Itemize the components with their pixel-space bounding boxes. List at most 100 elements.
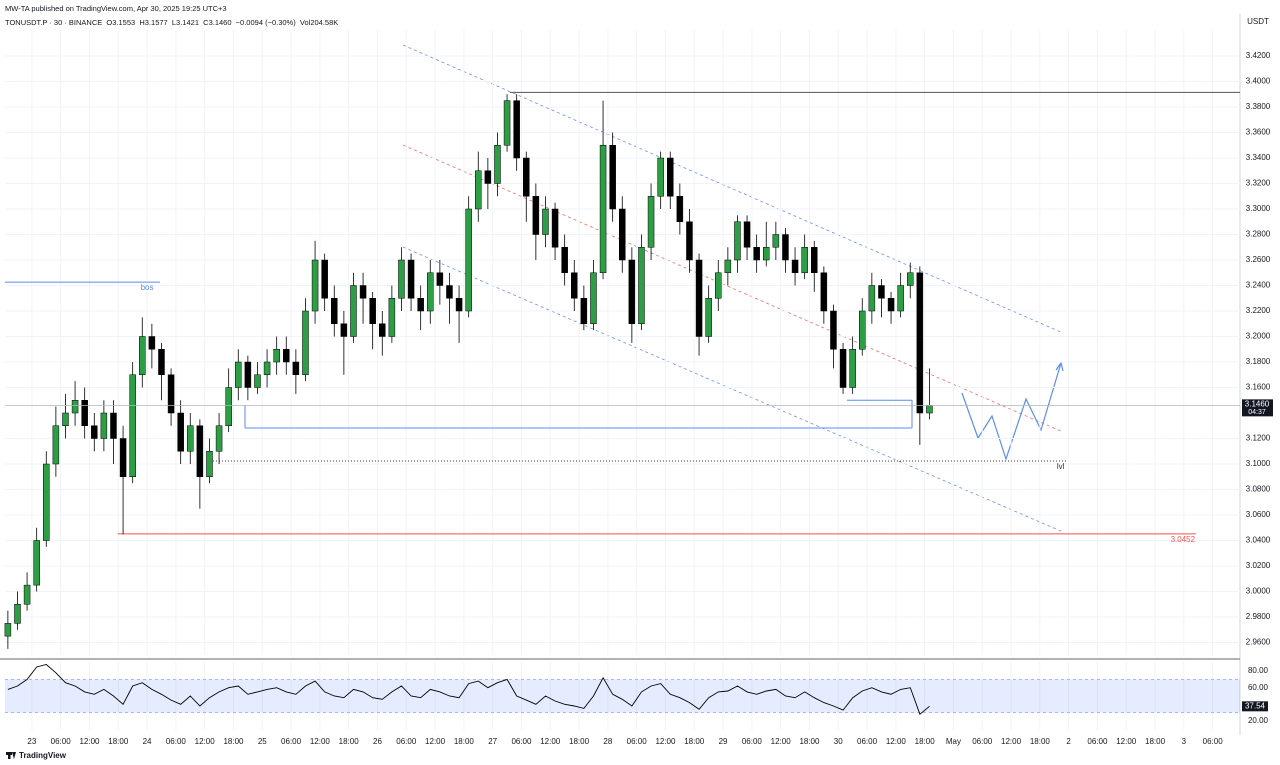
x-tick-label: 18:00 [339,737,360,746]
y-tick-label: 2.9600 [1246,638,1271,647]
x-tick-label: 29 [719,737,728,746]
x-tick-label: 06:00 [1087,737,1108,746]
y-tick-label: 3.1800 [1246,357,1271,366]
y-tick-label: 3.0600 [1246,510,1271,519]
y-tick-label: 3.4200 [1246,51,1271,60]
channel-upper [402,44,1064,334]
candle-body [782,234,789,261]
candle-body [311,259,319,312]
currency: USDT [1247,17,1269,26]
x-tick-label: 12:00 [886,737,907,746]
y-tick-label: 3.0200 [1246,561,1271,570]
candle-body [369,298,376,325]
y-tick-label: 3.2200 [1246,306,1271,315]
candle-body [244,361,252,388]
y-tick-label: 80.00 [1248,666,1269,675]
candle-body [455,298,463,312]
candle-body [273,349,280,363]
x-tick-label: 12:00 [655,737,676,746]
x-tick-label: 12:00 [425,737,446,746]
candle-body [129,374,136,478]
candle-body [359,285,367,299]
candle-body [283,349,290,363]
y-tick-label: 3.0400 [1246,536,1271,545]
x-tick-label: 28 [603,737,612,746]
candle-body [302,310,309,376]
y-tick-label: 3.2600 [1246,255,1271,264]
y-tick-label: 3.1000 [1246,459,1271,468]
y-tick-label: 3.0800 [1246,485,1271,494]
candle-body [743,221,751,248]
x-tick-label: 18:00 [454,737,475,746]
candle-body [33,540,40,586]
last-price-label: 3.1460 [1245,399,1270,408]
candle-body [484,170,492,184]
candle-body [628,259,636,325]
y-tick-label: 3.1600 [1246,383,1271,392]
x-tick-label: 26 [373,737,382,746]
candle-body [398,259,405,299]
projection-arrow [1055,361,1064,372]
x-tick-label: 25 [258,737,267,746]
candle-body [71,400,79,414]
candle-body [571,272,578,299]
candle-body [52,425,60,465]
candle-body [561,247,568,274]
x-tick-label: 12:00 [771,737,792,746]
y-tick-label: 3.3200 [1246,179,1271,188]
candle-body [62,412,69,427]
candle-body [417,298,424,312]
candle-body [110,412,117,439]
symbol-legend: TONUSDT.P · 30 · BINANCE O3.1553 H3.1577… [5,18,339,27]
candle-body [321,259,328,299]
candle-body [830,310,837,350]
candle-body [215,425,223,452]
candle-body [715,272,722,299]
publisher: MW-TA published on TradingView.com, Apr … [5,4,227,13]
y-tick-label: 3.2000 [1246,332,1271,341]
x-tick-label: 18:00 [915,737,936,746]
candle-body [753,247,760,261]
candle-body [926,405,933,414]
x-tick-label: 18:00 [569,737,590,746]
y-tick-label: 3.4000 [1246,77,1271,86]
candle-body [532,196,540,235]
channel-middle [402,144,1064,433]
y-tick-label: 20.00 [1248,716,1269,725]
channel [402,44,1064,533]
x-tick-label: 06:00 [51,737,72,746]
x-tick-label: 18:00 [799,737,820,746]
candle-body [119,438,127,478]
x-tick-label: 18:00 [684,737,705,746]
candle-body [868,285,876,312]
candle-body [878,285,885,299]
x-tick-label: 3 [1182,737,1187,746]
candle-body [638,247,645,325]
candle-body [763,247,770,261]
candle-body [407,259,415,299]
band [5,679,1240,713]
level-value: 3.0452 [1171,535,1196,544]
x-tick-label: 12:00 [79,737,100,746]
candle-body [350,285,357,337]
x-tick-label: 06:00 [396,737,417,746]
candle-body [897,285,904,312]
candle-body [916,272,924,414]
candle-body [619,208,626,261]
y-tick-label: 3.2800 [1246,230,1271,239]
candle-body [177,412,184,452]
x-tick-label: 12:00 [1001,737,1022,746]
candle-body [494,145,501,184]
candle-body [667,157,674,197]
candle-body [513,100,520,159]
y-tick-label: 3.3600 [1246,128,1271,137]
x-tick-label: 18:00 [108,737,129,746]
x-tick-label: 23 [27,737,36,746]
candle-body [446,285,453,299]
candle-body [81,400,88,427]
candle-body [4,623,12,637]
projection-path [961,362,1062,461]
level-label: lvl [1057,462,1065,471]
